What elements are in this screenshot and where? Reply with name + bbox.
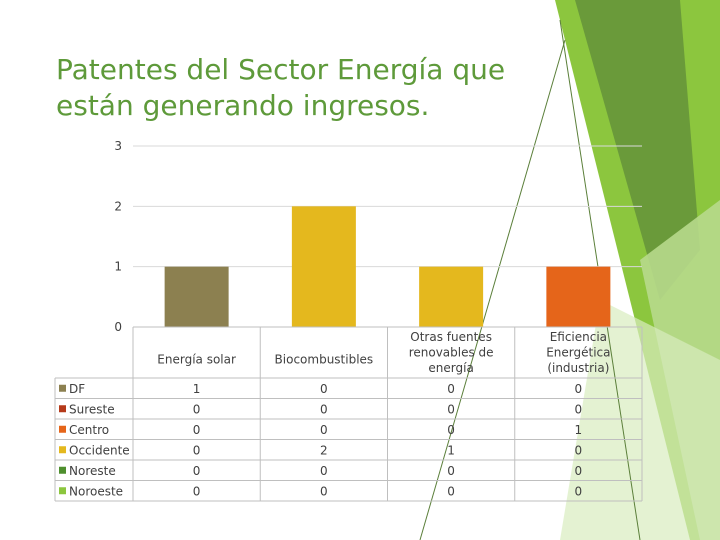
- table-cell-centro-1: 0: [320, 423, 328, 437]
- bar-occidente-2: [419, 266, 484, 327]
- category-label-3-line-0: Eficiencia: [550, 330, 607, 344]
- title-line-2: están generando ingresos.: [56, 89, 430, 122]
- y-tick-label-2: 2: [114, 199, 122, 213]
- deco-shape-dark: [575, 0, 700, 300]
- slide-title: Patentes del Sector Energía que están ge…: [56, 52, 576, 124]
- table-cell-noreste-1: 0: [320, 464, 328, 478]
- table-cell-sureste-3: 0: [575, 402, 583, 416]
- table-cell-df-2: 0: [447, 382, 455, 396]
- table-cell-noreste-3: 0: [575, 464, 583, 478]
- legend-label-noreste: Noreste: [69, 464, 116, 478]
- y-tick-label-3: 3: [114, 139, 122, 153]
- table-cell-centro-0: 0: [193, 423, 201, 437]
- category-label-2-line-1: renovables de: [409, 346, 494, 360]
- table-cell-noroeste-1: 0: [320, 484, 328, 498]
- table-cell-occidente-2: 1: [447, 443, 455, 457]
- category-label-3-line-2: (industria): [547, 361, 609, 375]
- table-cell-sureste-0: 0: [193, 402, 201, 416]
- title-line-1: Patentes del Sector Energía que: [56, 53, 506, 86]
- table-cell-noreste-2: 0: [447, 464, 455, 478]
- legend-key-noroeste: [59, 487, 66, 495]
- legend-key-noreste: [59, 466, 66, 474]
- category-label-0-line-0: Energía solar: [157, 353, 236, 367]
- deco-line-2: [419, 39, 566, 540]
- category-label-2-line-2: energía: [428, 361, 473, 375]
- table-cell-df-3: 0: [575, 382, 583, 396]
- table-cell-centro-3: 1: [575, 423, 583, 437]
- table-cell-occidente-0: 0: [193, 443, 201, 457]
- bar-centro-3: [546, 266, 611, 327]
- data-table: Energía solar Biocombustibles Otras fuente…: [54, 326, 643, 502]
- table-cell-noreste-0: 0: [193, 464, 201, 478]
- table-cell-sureste-2: 0: [447, 402, 455, 416]
- legend-label-df: DF: [69, 382, 85, 396]
- legend-key-df: [59, 384, 66, 392]
- bar-occidente-1: [291, 206, 356, 327]
- table-cell-df-0: 1: [193, 382, 201, 396]
- bar-df-0: [164, 266, 229, 327]
- legend-label-noroeste: Noroeste: [69, 484, 123, 498]
- table-cell-noroeste-3: 0: [575, 484, 583, 498]
- table-cell-noroeste-2: 0: [447, 484, 455, 498]
- category-label-3-line-1: Energética: [546, 346, 610, 360]
- legend-key-occidente: [59, 446, 66, 454]
- category-label-1-line-0: Biocombustibles: [275, 353, 374, 367]
- legend-label-occidente: Occidente: [69, 443, 130, 457]
- table-cell-occidente-1: 2: [320, 443, 328, 457]
- category-label-2-line-0: Otras fuentes: [410, 330, 492, 344]
- table-cell-centro-2: 0: [447, 423, 455, 437]
- table-cell-noroeste-0: 0: [193, 484, 201, 498]
- table-cell-occidente-3: 0: [575, 443, 583, 457]
- y-tick-label-1: 1: [114, 260, 122, 274]
- table-cell-df-1: 0: [320, 382, 328, 396]
- legend-key-centro: [59, 425, 66, 433]
- table-cell-sureste-1: 0: [320, 402, 328, 416]
- legend-label-sureste: Sureste: [69, 402, 115, 416]
- y-tick-label-0: 0: [114, 320, 122, 334]
- legend-label-centro: Centro: [69, 423, 109, 437]
- legend-key-sureste: [59, 405, 66, 413]
